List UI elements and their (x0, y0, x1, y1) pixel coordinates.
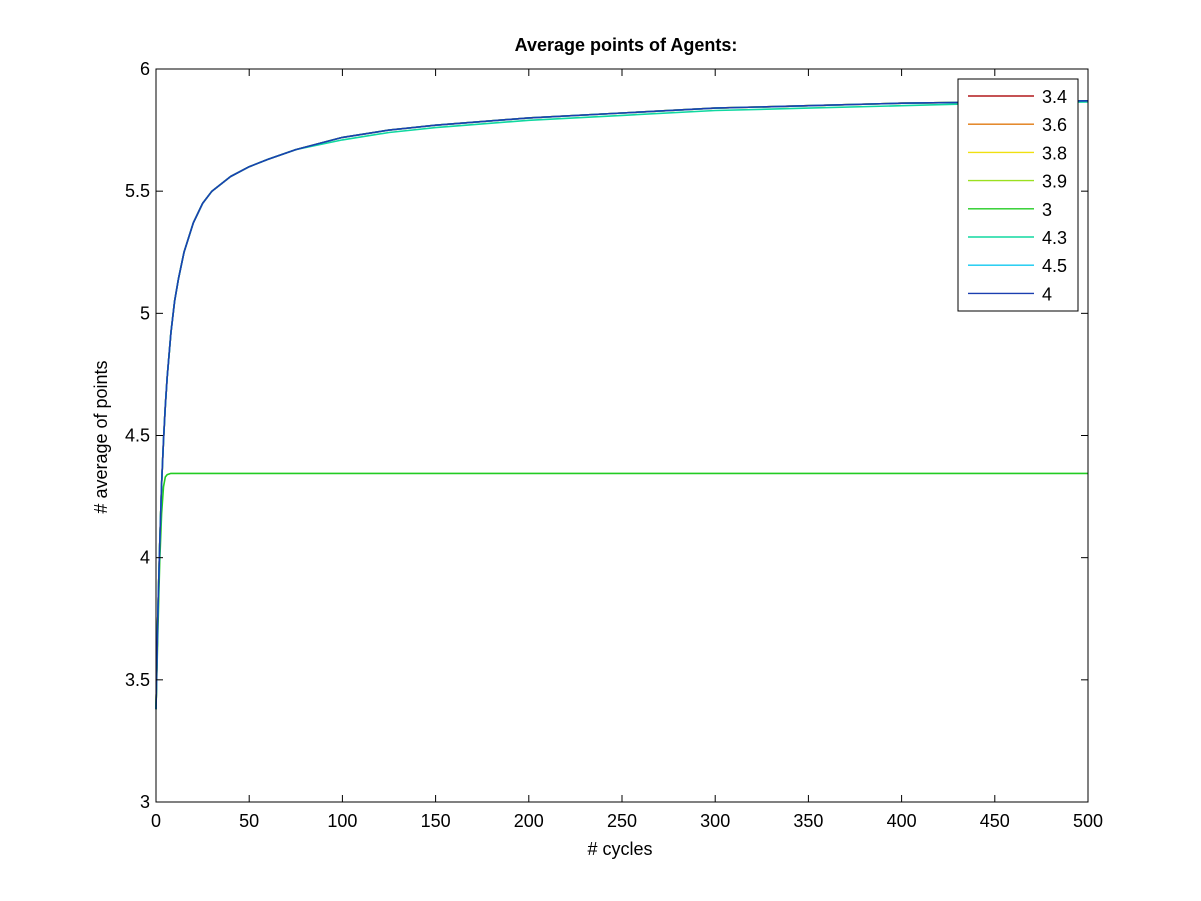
legend-label: 3 (1042, 200, 1052, 220)
legend-label: 3.6 (1042, 115, 1067, 135)
y-tick-label: 5.5 (125, 181, 150, 201)
x-tick-label: 200 (514, 811, 544, 831)
legend: 3.4 3.6 3.8 3.9 3 4.3 4.5 4 (957, 78, 1079, 312)
x-tick-label: 400 (887, 811, 917, 831)
legend-label: 4 (1042, 284, 1052, 304)
plot-area (155, 68, 1089, 803)
legend-box (957, 78, 1079, 312)
y-tick-label: 4 (140, 548, 150, 568)
x-tick-label: 50 (239, 811, 259, 831)
y-tick-label: 6 (140, 59, 150, 79)
legend-label: 3.9 (1042, 172, 1067, 192)
legend-label: 3.4 (1042, 87, 1067, 107)
x-tick-label: 350 (793, 811, 823, 831)
x-tick-label: 300 (700, 811, 730, 831)
x-axis-label: # cycles (587, 839, 652, 859)
x-tick-label: 100 (327, 811, 357, 831)
y-axis-ticks: 3 3.5 4 4.5 5 5.5 6 (125, 59, 1088, 812)
legend-label: 3.8 (1042, 143, 1067, 163)
x-tick-label: 250 (607, 811, 637, 831)
chart-title: Average points of Agents: (515, 35, 738, 55)
y-tick-label: 5 (140, 303, 150, 323)
series-layer (155, 100, 1089, 710)
series-line-4 (155, 100, 1089, 710)
legend-label: 4.5 (1042, 256, 1067, 276)
axes-background (156, 69, 1088, 802)
x-axis-ticks: 0 50 100 150 200 250 300 350 400 450 500 (151, 69, 1103, 831)
x-tick-label: 500 (1073, 811, 1103, 831)
x-tick-label: 150 (421, 811, 451, 831)
x-tick-label: 0 (151, 811, 161, 831)
legend-label: 4.3 (1042, 228, 1067, 248)
series-line-3 (155, 472, 1088, 710)
y-axis-label: # average of points (91, 360, 111, 513)
y-tick-label: 3.5 (125, 670, 150, 690)
x-tick-label: 450 (980, 811, 1010, 831)
y-tick-label: 4.5 (125, 426, 150, 446)
y-tick-label: 3 (140, 792, 150, 812)
